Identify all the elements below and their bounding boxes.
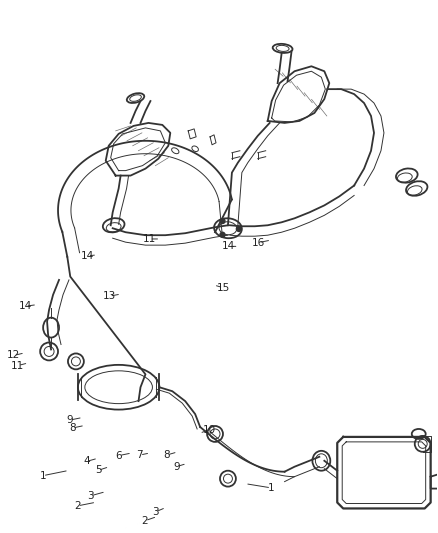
Text: 8: 8 xyxy=(69,423,76,433)
Text: 2: 2 xyxy=(74,501,81,511)
Text: 1: 1 xyxy=(39,471,46,481)
Text: 14: 14 xyxy=(19,301,32,311)
Text: 13: 13 xyxy=(102,291,116,301)
Circle shape xyxy=(220,232,225,237)
Text: 1: 1 xyxy=(268,483,275,493)
Text: 16: 16 xyxy=(251,238,265,248)
Text: 3: 3 xyxy=(152,507,159,516)
Text: 10: 10 xyxy=(203,425,216,434)
Circle shape xyxy=(237,227,241,231)
Text: 11: 11 xyxy=(143,234,156,244)
Text: 7: 7 xyxy=(137,450,143,460)
Text: 3: 3 xyxy=(87,491,94,501)
Text: 9: 9 xyxy=(67,415,73,425)
Circle shape xyxy=(220,219,225,223)
Text: 5: 5 xyxy=(95,465,101,475)
Text: 11: 11 xyxy=(11,360,25,370)
Text: 9: 9 xyxy=(173,462,180,472)
Text: 14: 14 xyxy=(81,251,94,261)
Text: 8: 8 xyxy=(163,450,170,460)
Text: 15: 15 xyxy=(217,282,230,293)
Text: 14: 14 xyxy=(222,241,235,252)
Text: 12: 12 xyxy=(7,351,20,360)
Text: 6: 6 xyxy=(116,450,122,461)
Text: 4: 4 xyxy=(83,456,90,466)
Text: 2: 2 xyxy=(142,516,148,526)
